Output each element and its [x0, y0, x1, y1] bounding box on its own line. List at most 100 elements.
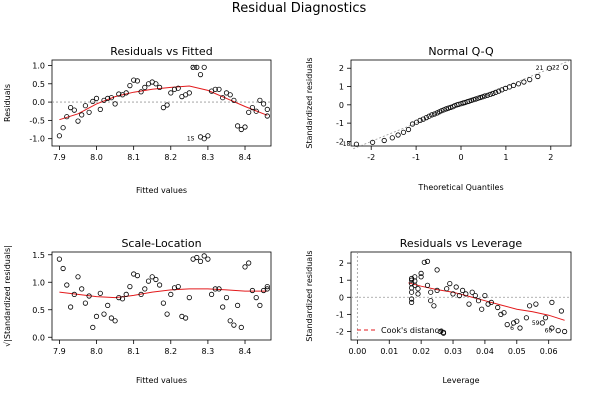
- data-point: [97, 290, 103, 296]
- data-point: [201, 64, 207, 70]
- data-point: [75, 118, 81, 124]
- data-point: [108, 95, 115, 101]
- data-point: [482, 93, 488, 99]
- data-point: [264, 113, 270, 119]
- data-point: [490, 90, 496, 97]
- data-point: [257, 97, 263, 103]
- data-point: [164, 311, 170, 317]
- data-point: [555, 327, 561, 334]
- data-point: [131, 77, 137, 83]
- data-point: [260, 101, 267, 107]
- data-point: [443, 106, 449, 112]
- point-label: 18: [343, 141, 351, 148]
- data-point: [472, 292, 478, 299]
- data-point: [246, 109, 252, 115]
- data-point: [123, 90, 129, 96]
- data-point: [64, 282, 70, 288]
- data-point: [216, 86, 222, 92]
- data-point: [466, 301, 472, 307]
- data-point: [441, 107, 447, 113]
- x-axis-label: Theoretical Quantiles: [417, 183, 503, 192]
- y-tick-label: 2: [339, 259, 344, 268]
- data-point: [212, 86, 218, 92]
- point-label: 60: [545, 328, 553, 335]
- y-tick-label: -2: [336, 137, 344, 146]
- y-tick-label: 1: [339, 83, 344, 92]
- legend-label: Cook's distance: [381, 326, 444, 335]
- data-point: [463, 291, 469, 297]
- data-point: [424, 258, 431, 264]
- data-point: [526, 303, 533, 309]
- data-point: [157, 282, 163, 288]
- x-tick-label: 8.2: [164, 153, 177, 162]
- data-point: [108, 315, 115, 321]
- data-point: [168, 90, 174, 96]
- panel-scale-location: Scale-Location 7.9 8.0 8.1 8.2 8.3 8.4 0.0 0.5 1.…: [3, 237, 272, 385]
- data-point: [97, 106, 103, 113]
- data-point: [145, 278, 152, 284]
- data-point: [90, 324, 96, 330]
- data-point: [470, 97, 477, 103]
- data-point: [253, 108, 259, 114]
- data-point: [71, 107, 77, 113]
- data-point: [418, 270, 424, 276]
- data-point: [515, 81, 522, 87]
- y-axis-label: √|Standardized residuals|: [3, 245, 12, 347]
- x-tick-label: 0.02: [412, 347, 430, 356]
- data-point: [473, 96, 479, 102]
- point-label: 59: [532, 320, 540, 327]
- data-point: [421, 259, 427, 265]
- data-point: [119, 296, 126, 302]
- data-point: [127, 283, 133, 290]
- data-point: [142, 286, 148, 292]
- data-point: [223, 294, 230, 301]
- point-label: 21: [191, 64, 199, 71]
- data-point: [160, 105, 166, 111]
- data-point: [194, 64, 200, 70]
- data-point: [420, 116, 426, 122]
- data-point: [412, 282, 418, 288]
- x-tick-label: 8.2: [164, 347, 177, 356]
- data-point: [112, 101, 118, 107]
- x-tick-label: 8.1: [127, 153, 140, 162]
- data-point: [68, 304, 74, 310]
- y-tick-label: -1: [336, 310, 344, 319]
- smooth-line: [408, 282, 565, 321]
- data-point: [79, 286, 85, 292]
- data-point: [186, 294, 192, 301]
- data-point: [164, 102, 170, 108]
- data-point: [231, 322, 237, 328]
- data-point: [60, 125, 66, 131]
- data-point: [533, 301, 539, 307]
- data-point: [408, 299, 415, 305]
- x-tick-label: 8.4: [239, 153, 252, 162]
- data-point: [75, 274, 81, 280]
- data-point: [479, 306, 485, 312]
- data-point: [160, 300, 166, 306]
- data-point: [429, 112, 435, 118]
- data-point: [562, 64, 569, 70]
- x-tick-label: 8.1: [127, 347, 140, 356]
- data-point: [212, 286, 218, 292]
- data-point: [440, 330, 447, 336]
- x-tick-label: 7.9: [53, 347, 66, 356]
- data-point: [153, 276, 159, 283]
- data-point: [171, 86, 178, 92]
- y-axis-label: Residuals: [3, 84, 12, 122]
- y-tick-label: -0.5: [29, 116, 45, 125]
- x-tick-label: -2: [367, 153, 375, 162]
- data-point: [408, 277, 415, 283]
- data-point: [501, 310, 507, 316]
- plot-frame: [51, 251, 272, 341]
- data-point: [238, 324, 244, 330]
- data-point: [116, 91, 122, 97]
- data-point: [134, 272, 140, 279]
- data-point: [142, 84, 148, 91]
- data-point: [231, 97, 237, 103]
- x-axis-label: Fitted values: [136, 376, 187, 385]
- x-tick-label: 1: [503, 153, 508, 162]
- data-point: [257, 302, 263, 308]
- panel-title: Residuals vs Leverage: [400, 237, 523, 250]
- x-tick-label: 8.0: [90, 347, 103, 356]
